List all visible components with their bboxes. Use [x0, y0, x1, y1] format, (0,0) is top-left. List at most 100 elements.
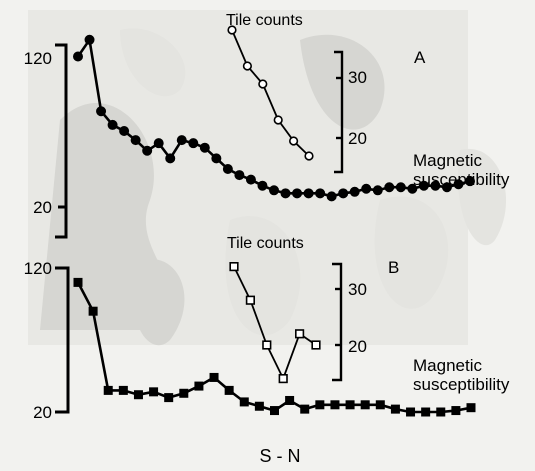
- panel-a-magnetic-point-30: [407, 183, 418, 194]
- panel-a-magnetic-point-16: [245, 174, 256, 185]
- panel-a-tile-point-5: [289, 136, 299, 146]
- panel-a-inset-tick-20: 20: [348, 129, 367, 148]
- panel-a-y-tick-bottom: 20: [33, 198, 52, 217]
- panel-a-inset-tick-30: 30: [348, 68, 367, 87]
- panel-b-magnetic-point-7: [164, 393, 174, 403]
- panel-b-magnetic-point-9: [194, 381, 204, 391]
- panel-a-magnetic-point-12: [199, 142, 210, 153]
- panel-a-magnetic-point-7: [142, 145, 153, 156]
- panel-a-inset-y-axis: [334, 50, 344, 174]
- panel-b-magnetic-point-10: [209, 372, 219, 382]
- panel-b-tile-counts-label: Tile counts: [227, 235, 304, 252]
- panel-b-magnetic-markers: [73, 277, 476, 417]
- panel-b-mag-label: Magnetic susceptibility: [413, 356, 510, 394]
- panel-a-magnetic-point-2: [84, 34, 95, 45]
- panel-a-tile-counts-label: Tile counts: [226, 12, 303, 29]
- panel-b-letter: B: [388, 258, 399, 277]
- panel-a-magnetic-point-26: [361, 183, 372, 194]
- panel-a-magnetic-point-3: [96, 106, 107, 117]
- panel-a-magnetic-point-25: [349, 186, 360, 197]
- panel-b-magnetic-point-26: [451, 406, 461, 416]
- panel-a-magnetic-point-17: [257, 180, 268, 191]
- panel-b-magnetic-point-20: [360, 400, 370, 410]
- panel-a-magnetic-point-11: [188, 138, 199, 149]
- panel-b-magnetic-point-18: [330, 400, 340, 410]
- panel-a-magnetic-point-33: [441, 182, 452, 193]
- panel-a-magnetic-markers: [73, 34, 475, 202]
- panel-a-magnetic-point-6: [130, 135, 141, 146]
- panel-b-magnetic-point-19: [345, 400, 355, 410]
- panel-a-magnetic-point-23: [326, 191, 337, 202]
- x-axis-label: S - N: [259, 446, 300, 466]
- panel-a-magnetic-point-5: [119, 126, 130, 136]
- panel-a-magnetic-point-32: [430, 180, 441, 191]
- panel-b-tile-markers: [229, 261, 321, 384]
- panel-a-magnetic-point-13: [211, 153, 222, 164]
- panel-b-tile-point-4: [278, 373, 288, 384]
- panel-a-tile-point-4: [273, 115, 283, 125]
- panel-b-inset-tick-20: 20: [348, 337, 367, 356]
- panel-b-tile-point-6: [311, 340, 321, 350]
- panel-a-magnetic-point-34: [453, 179, 464, 190]
- panel-b-magnetic-point-1: [73, 277, 83, 287]
- panel-a-magnetic-point-18: [269, 185, 279, 196]
- panel-b-magnetic-point-13: [254, 401, 264, 411]
- panel-b-magnetic-point-8: [179, 388, 189, 398]
- panel-a-magnetic-point-27: [372, 185, 383, 196]
- panel-b-magnetic-point-6: [149, 387, 159, 397]
- panel-b-magnetic-point-27: [466, 403, 476, 413]
- panel-b-tile-point-1: [229, 261, 239, 272]
- panel-b-tile-point-3: [262, 340, 272, 350]
- panel-a-y-axis: [55, 43, 68, 239]
- panel-a-magnetic-point-21: [303, 188, 314, 199]
- panel-b-mag-label-line-2: susceptibility: [413, 375, 510, 394]
- panel-b-tile-point-2: [245, 295, 256, 305]
- panel-a-magnetic-point-20: [292, 188, 303, 199]
- panel-a-magnetic-point-35: [465, 176, 475, 187]
- panel-a-tile-point-3: [258, 79, 268, 89]
- panel-b-tile-point-5: [294, 329, 305, 339]
- panel-b-magnetic-point-17: [315, 400, 325, 410]
- panel-b-magnetic-point-12: [239, 397, 249, 407]
- panel-a-tile-point-1: [227, 25, 237, 35]
- panel-a-magnetic-point-31: [418, 180, 429, 191]
- panel-b-magnetic-point-16: [300, 404, 310, 414]
- panel-a-magnetic-point-8: [153, 138, 164, 149]
- panel-a: 120 20 30 20 Tile counts A Magnetic susce…: [24, 12, 510, 239]
- panel-b-inset-tick-30: 30: [348, 280, 367, 299]
- panel-a-magnetic-point-4: [107, 119, 118, 130]
- panel-a-y-tick-top: 120: [24, 49, 52, 68]
- panel-b-y-tick-bottom: 20: [33, 403, 52, 422]
- panel-a-letter: A: [414, 48, 426, 67]
- panel-b-inset-y-axis: [332, 262, 343, 382]
- panel-b-magnetic-point-2: [88, 306, 98, 316]
- panel-b-magnetic-point-3: [103, 385, 113, 395]
- panel-b-magnetic-point-15: [285, 395, 295, 405]
- panel-b-magnetic-point-14: [270, 406, 279, 416]
- panel-a-magnetic-point-15: [234, 170, 245, 181]
- panel-b-magnetic-point-25: [436, 407, 446, 417]
- panel-a-magnetic-point-22: [315, 188, 326, 199]
- panel-a-magnetic-point-10: [176, 135, 187, 146]
- panel-a-magnetic-point-9: [165, 153, 176, 164]
- panel-a-magnetic-point-29: [395, 182, 406, 193]
- panel-b-y-axis: [55, 266, 70, 414]
- panel-b-magnetic-point-5: [133, 390, 143, 400]
- panel-a-mag-label-line-1: Magnetic: [413, 151, 482, 170]
- panel-a-magnetic-point-28: [384, 182, 395, 193]
- panel-b-magnetic-point-22: [390, 404, 400, 414]
- panel-a-tile-point-2: [242, 61, 252, 71]
- panel-a-tile-markers: [227, 25, 314, 161]
- panel-a-magnetic-point-19: [280, 188, 291, 199]
- panel-a-magnetic-point-24: [338, 188, 349, 199]
- panel-b: 120 20 30 20 Tile counts B Magnetic susce…: [24, 235, 510, 422]
- panel-a-tile-point-6: [304, 151, 314, 161]
- panel-b-mag-label-line-1: Magnetic: [413, 356, 482, 375]
- panel-b-magnetic-point-23: [406, 407, 416, 417]
- panel-b-y-tick-top: 120: [24, 259, 52, 278]
- panel-b-magnetic-point-11: [224, 385, 234, 395]
- panel-b-magnetic-point-24: [421, 407, 431, 417]
- panel-b-magnetic-point-4: [118, 385, 128, 395]
- panel-a-magnetic-point-14: [222, 164, 233, 174]
